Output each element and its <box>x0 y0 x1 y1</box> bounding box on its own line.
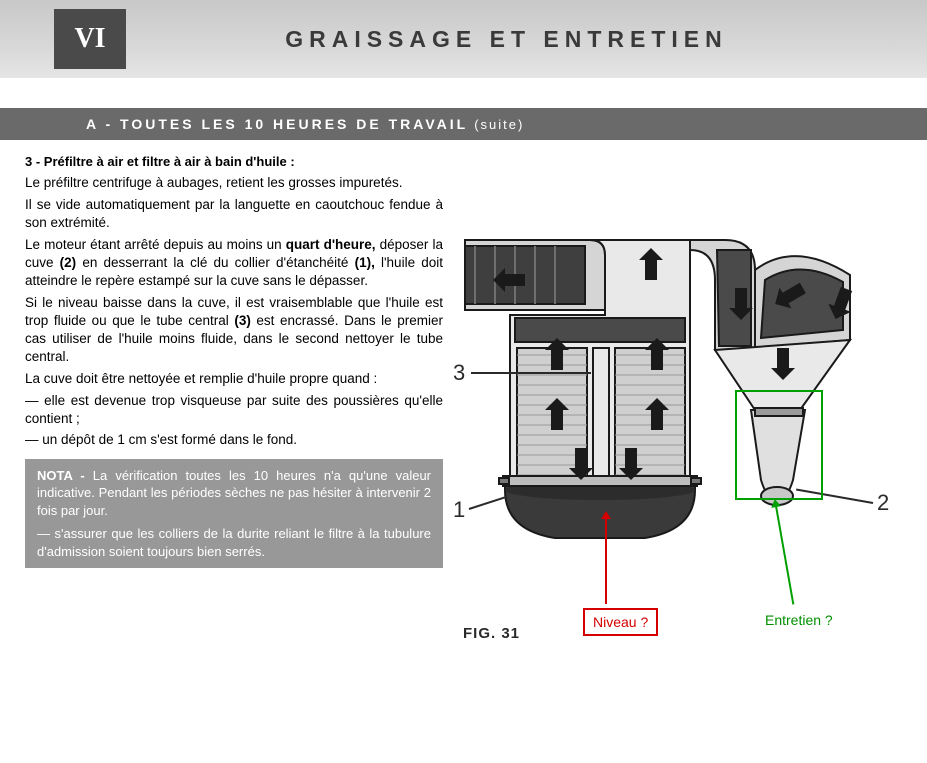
annotation-green-box <box>735 390 823 500</box>
callout-line <box>471 372 591 374</box>
callout-1: 1 <box>453 497 465 523</box>
text-column: 3 - Préfiltre à air et filtre à air à ba… <box>25 150 455 568</box>
section-band-suite: (suite) <box>474 117 524 132</box>
figure-caption: FIG. 31 <box>463 625 520 642</box>
nota-line: NOTA - La vérification toutes les 10 heu… <box>37 467 431 520</box>
annotation-red-arrow <box>605 518 607 604</box>
text: en desserrant la clé du collier d'étanch… <box>76 255 354 270</box>
nota-text: La vérification toutes les 10 heures n'a… <box>37 468 431 518</box>
figure-column: FIG. 31 1 2 3 Entretien ? Niveau ? <box>455 150 902 568</box>
text-bold: (3) <box>234 313 251 328</box>
section-band-text: A - TOUTES LES 10 HEURES DE TRAVAIL <box>86 116 468 132</box>
paragraph: Le préfiltre centrifuge à aubages, retie… <box>25 174 443 192</box>
annotation-niveau-label: Niveau ? <box>583 608 658 636</box>
page: VI GRAISSAGE ET ENTRETIEN A - TOUTES LES… <box>0 0 927 763</box>
bullet-item: elle est devenue trop visqueuse par suit… <box>25 392 443 428</box>
nota-label: NOTA - <box>37 468 85 483</box>
paragraph: Il se vide automatiquement par la langue… <box>25 196 443 232</box>
annotation-entretien-label: Entretien ? <box>765 612 833 628</box>
bullet-item: un dépôt de 1 cm s'est formé dans le fon… <box>25 431 443 449</box>
text-bold: (1), <box>355 255 375 270</box>
section-band: A - TOUTES LES 10 HEURES DE TRAVAIL (sui… <box>0 108 927 140</box>
chapter-number: VI <box>54 9 126 69</box>
figure-svg <box>455 180 895 620</box>
section-heading: 3 - Préfiltre à air et filtre à air à ba… <box>25 154 443 170</box>
callout-2: 2 <box>877 490 889 516</box>
paragraph: La cuve doit être nettoyée et remplie d'… <box>25 370 443 388</box>
header-band: VI GRAISSAGE ET ENTRETIEN <box>0 0 927 78</box>
callout-3: 3 <box>453 360 465 386</box>
text-bold: quart d'heure, <box>286 237 376 252</box>
text-bold: (2) <box>60 255 77 270</box>
text: Le moteur étant arrêté depuis au moins u… <box>25 237 286 252</box>
body-columns: 3 - Préfiltre à air et filtre à air à ba… <box>0 140 927 568</box>
page-title: GRAISSAGE ET ENTRETIEN <box>126 26 927 53</box>
paragraph: Le moteur étant arrêté depuis au moins u… <box>25 236 443 290</box>
paragraph: Si le niveau baisse dans la cuve, il est… <box>25 294 443 366</box>
nota-box: NOTA - La vérification toutes les 10 heu… <box>25 459 443 569</box>
nota-bullet: s'assurer que les colliers de la durite … <box>37 525 431 560</box>
